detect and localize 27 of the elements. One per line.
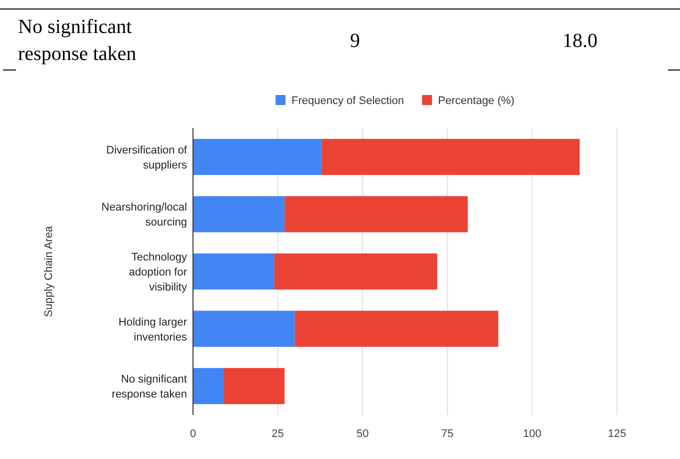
y-axis-title: Supply Chain Area bbox=[43, 225, 55, 318]
y-tick-label: Technology adoption for visibility bbox=[128, 252, 188, 294]
x-tick-label: 50 bbox=[356, 428, 369, 440]
x-tick-label: 25 bbox=[272, 428, 284, 440]
y-tick-label: Diversification of suppliers bbox=[106, 144, 188, 172]
text: 18.0 bbox=[562, 30, 598, 52]
text: No significant response taken bbox=[18, 16, 136, 65]
bar bbox=[193, 196, 285, 232]
bar bbox=[193, 253, 274, 290]
bar bbox=[322, 138, 580, 175]
legend-label: Frequency of Selection bbox=[292, 95, 404, 107]
bar bbox=[274, 253, 438, 290]
legend-label: Percentage (%) bbox=[438, 95, 514, 107]
y-tick-label: No significant response taken bbox=[112, 374, 187, 401]
x-tick-label: 75 bbox=[441, 428, 454, 440]
bar bbox=[294, 310, 498, 347]
bar bbox=[224, 368, 285, 404]
x-tick-label: 0 bbox=[190, 428, 196, 440]
bar bbox=[284, 196, 468, 232]
text: 9 bbox=[350, 30, 360, 52]
bar bbox=[193, 138, 322, 175]
x-tick-label: 125 bbox=[608, 428, 626, 440]
y-tick-label: Nearshoring/local sourcing bbox=[101, 202, 187, 229]
bar bbox=[193, 368, 224, 404]
y-tick-label: Holding larger inventories bbox=[118, 316, 188, 344]
bar bbox=[193, 310, 295, 347]
x-tick-label: 100 bbox=[523, 428, 542, 440]
